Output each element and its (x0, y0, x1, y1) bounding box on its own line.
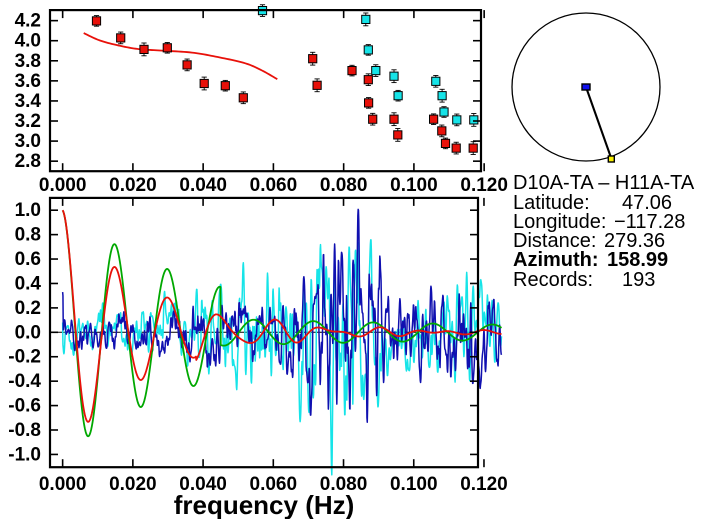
svg-text:D10A-TA – H11A-TA: D10A-TA – H11A-TA (513, 172, 695, 194)
svg-text:0.100: 0.100 (390, 474, 438, 495)
svg-text:2.8: 2.8 (15, 151, 41, 172)
svg-text:Records:: Records: (513, 269, 593, 291)
svg-text:-0.8: -0.8 (8, 420, 41, 441)
svg-text:193: 193 (622, 269, 655, 291)
svg-text:frequency (Hz): frequency (Hz) (174, 490, 355, 519)
svg-text:0.6: 0.6 (15, 249, 41, 270)
svg-text:0.4: 0.4 (15, 273, 42, 294)
svg-text:1.0: 1.0 (15, 200, 41, 221)
svg-text:3.6: 3.6 (15, 71, 41, 92)
svg-text:3.8: 3.8 (15, 51, 41, 72)
svg-text:-0.2: -0.2 (8, 347, 41, 368)
svg-text:158.99: 158.99 (607, 249, 668, 271)
svg-text:0.2: 0.2 (15, 298, 41, 319)
svg-text:Azimuth:: Azimuth: (513, 249, 599, 271)
svg-text:0.020: 0.020 (109, 474, 157, 495)
svg-text:-0.4: -0.4 (8, 371, 41, 392)
svg-text:3.0: 3.0 (15, 131, 41, 152)
svg-text:4.0: 4.0 (15, 31, 41, 52)
svg-text:-0.6: -0.6 (8, 396, 41, 417)
svg-text:0.120: 0.120 (460, 175, 508, 196)
svg-text:-1.0: -1.0 (8, 444, 41, 465)
svg-text:0.100: 0.100 (390, 175, 438, 196)
svg-text:0.000: 0.000 (39, 175, 87, 196)
svg-text:0.020: 0.020 (109, 175, 157, 196)
svg-text:0.120: 0.120 (460, 474, 508, 495)
svg-text:3.2: 3.2 (15, 111, 41, 132)
svg-text:0.0: 0.0 (15, 322, 41, 343)
svg-text:0.060: 0.060 (250, 175, 298, 196)
svg-text:4.2: 4.2 (15, 11, 41, 32)
svg-text:0.8: 0.8 (15, 225, 41, 246)
svg-text:0.040: 0.040 (179, 175, 227, 196)
svg-text:3.4: 3.4 (15, 91, 42, 112)
svg-text:0.000: 0.000 (39, 474, 87, 495)
svg-text:0.080: 0.080 (320, 175, 368, 196)
